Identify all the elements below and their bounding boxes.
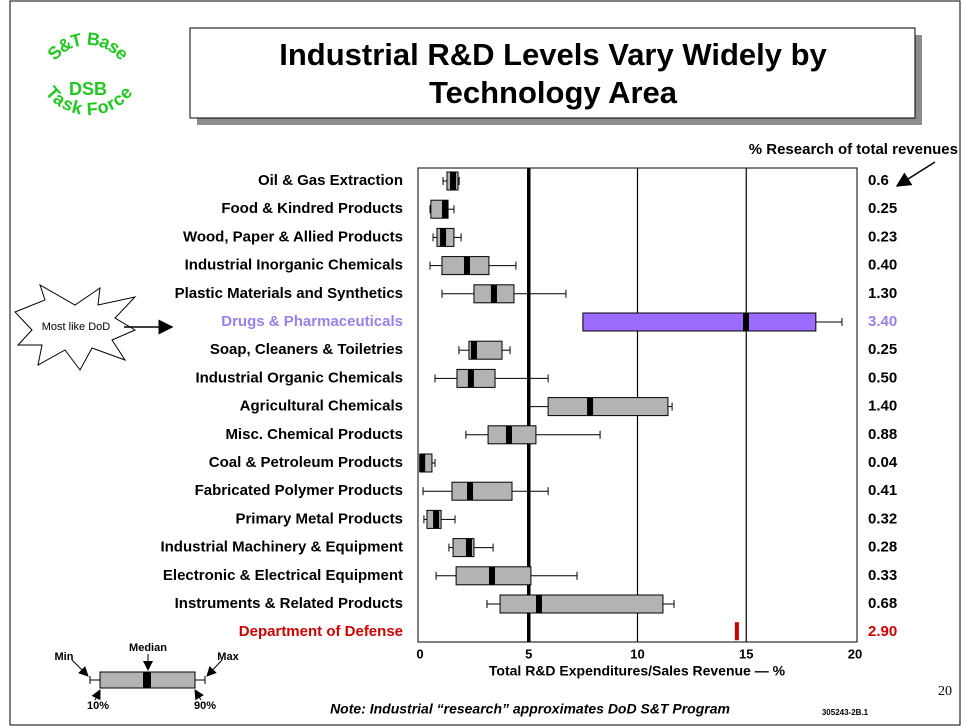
x-tick-label: 5 [525, 646, 532, 661]
legend-label: Median [129, 642, 167, 654]
median [743, 313, 750, 331]
category-label: Plastic Materials and Synthetics [175, 285, 403, 302]
dod-marker [734, 622, 739, 641]
median [467, 482, 474, 501]
research-pct: 0.04 [868, 454, 898, 471]
page-number: 20 [938, 684, 952, 699]
research-pct: 0.32 [868, 510, 897, 527]
legend-pointer [91, 689, 101, 701]
category-label: Instruments & Related Products [175, 595, 403, 612]
category-label: Industrial Machinery & Equipment [160, 539, 403, 556]
research-pct: 0.68 [868, 595, 897, 612]
title-line: Industrial R&D Levels Vary Widely by [279, 37, 827, 72]
category-label: Industrial Organic Chemicals [195, 369, 403, 386]
doc-code: 305243-2B.1 [822, 708, 869, 717]
category-label: Drugs & Pharmaceuticals [221, 313, 403, 330]
median [467, 369, 474, 388]
box [468, 340, 503, 360]
category-label: Food & Kindred Products [221, 200, 403, 217]
category-label: Agricultural Chemicals [240, 398, 403, 415]
legend-pointer [206, 659, 223, 677]
legend-label: Max [217, 651, 239, 663]
category-label: Wood, Paper & Allied Products [183, 228, 403, 245]
x-tick-label: 10 [630, 646, 644, 661]
category-label: Coal & Petroleum Products [209, 454, 403, 471]
x-tick-label: 20 [848, 646, 862, 661]
box [547, 397, 669, 417]
research-pct: 0.28 [868, 539, 897, 556]
legend-label: Min [55, 651, 74, 663]
research-pct: 0.33 [868, 567, 897, 584]
box [451, 481, 513, 501]
legend-pointer [71, 659, 89, 677]
x-tick-label: 0 [416, 646, 423, 661]
median [463, 256, 470, 275]
median [490, 284, 497, 303]
title-line: Technology Area [429, 75, 678, 110]
category-label: Soap, Cleaners & Toiletries [210, 341, 403, 358]
box [499, 594, 664, 614]
median [433, 510, 440, 529]
logo-top: S&T Base [43, 28, 132, 63]
category-label: Electronic & Electrical Equipment [163, 567, 403, 584]
box [487, 425, 537, 445]
category-label: Industrial Inorganic Chemicals [185, 257, 403, 274]
research-pct: 1.40 [868, 398, 897, 415]
research-pct: 1.30 [868, 285, 897, 302]
logo-middle: DSB [69, 79, 107, 99]
research-pct: 3.40 [868, 313, 897, 330]
research-pct: 0.88 [868, 426, 897, 443]
note: Note: Industrial “research” approximates… [330, 701, 730, 717]
research-pct: 0.23 [868, 228, 897, 245]
median [488, 566, 495, 585]
starburst [14, 283, 137, 371]
median [587, 397, 594, 416]
research-pct: 0.40 [868, 257, 897, 274]
research-pct: 0.25 [868, 200, 897, 217]
x-tick-label: 15 [739, 646, 753, 661]
box [582, 312, 817, 332]
median [535, 595, 542, 613]
legend-label: 10% [87, 700, 109, 712]
slide-frame [9, 0, 961, 726]
category-label: Department of Defense [239, 623, 403, 640]
median [440, 228, 447, 247]
box [456, 368, 496, 388]
category-label: Primary Metal Products [235, 510, 403, 527]
median [419, 454, 426, 472]
median [450, 172, 457, 190]
research-pct: 0.6 [868, 172, 889, 189]
research-pct: 2.90 [868, 623, 897, 640]
logo: S&T Base DSB Task Force [42, 28, 136, 119]
category-label: Misc. Chemical Products [225, 426, 403, 443]
category-label: Fabricated Polymer Products [195, 482, 403, 499]
legend-median [143, 672, 151, 688]
legend-label: 90% [194, 700, 216, 712]
callout-text: Most like DoD [42, 321, 111, 333]
x-axis-label: Total R&D Expenditures/Sales Revenue — % [489, 663, 786, 679]
category-label: Oil & Gas Extraction [258, 172, 403, 189]
research-pct: 0.41 [868, 482, 897, 499]
legend-pointer [194, 689, 204, 701]
median [465, 538, 472, 557]
logo-top-path: S&T Base [43, 28, 132, 63]
research-pct: 0.25 [868, 341, 897, 358]
header-arrow [895, 161, 936, 187]
median [470, 341, 477, 360]
title-box [189, 27, 916, 119]
research-pct: 0.50 [868, 369, 897, 386]
median [505, 425, 512, 444]
right-header: % Research of total revenues [749, 141, 958, 158]
median [442, 200, 449, 219]
